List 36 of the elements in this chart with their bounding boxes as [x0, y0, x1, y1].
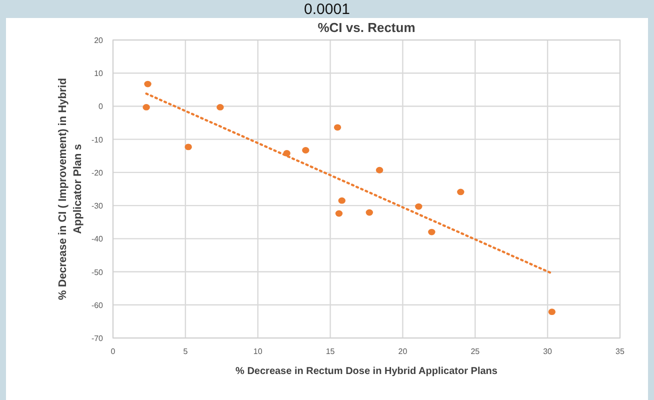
x-tick-label: 25: [470, 347, 480, 356]
x-tick-label: 20: [398, 347, 408, 356]
x-tick-label: 30: [543, 347, 553, 356]
point: [376, 166, 384, 174]
point: [334, 124, 342, 131]
y-tick-label: -60: [91, 300, 104, 310]
y-tick-label: 10: [94, 69, 104, 78]
x-axis-title: % Decrease in Rectum Dose in Hybrid Applicator Plans: [236, 366, 498, 377]
y-tick-label: 0: [98, 102, 104, 112]
point: [142, 104, 150, 110]
point: [366, 209, 373, 216]
y-tick-label: -50: [91, 268, 104, 277]
text: 0.0001: [304, 1, 350, 18]
x-tick-label: 0: [110, 347, 116, 356]
x-tick-label: 10: [253, 347, 263, 356]
point: [184, 144, 192, 150]
point: [428, 228, 436, 236]
x-tick-label: 5: [183, 347, 188, 356]
point: [144, 80, 152, 88]
point: [302, 147, 310, 154]
y-tick-label: -20: [91, 168, 104, 178]
y-tick-label: 20: [94, 36, 104, 45]
chart-title: %CI vs. Rectum: [318, 20, 416, 35]
point: [548, 308, 556, 316]
point: [216, 104, 224, 110]
y-tick-label: -10: [91, 135, 104, 144]
point: [338, 197, 346, 204]
y-tick-label: -70: [91, 334, 104, 343]
point: [415, 203, 422, 210]
point: [335, 210, 343, 217]
y-tick-label: -40: [91, 234, 104, 244]
x-tick-label: 15: [326, 347, 336, 356]
y-tick-label: -30: [91, 202, 104, 211]
y-axis-title: % Decrease in CI ( Improvement) in Hybrid Applicator Plan s: [57, 78, 84, 300]
x-tick-label: 35: [616, 347, 625, 356]
point: [457, 188, 464, 196]
